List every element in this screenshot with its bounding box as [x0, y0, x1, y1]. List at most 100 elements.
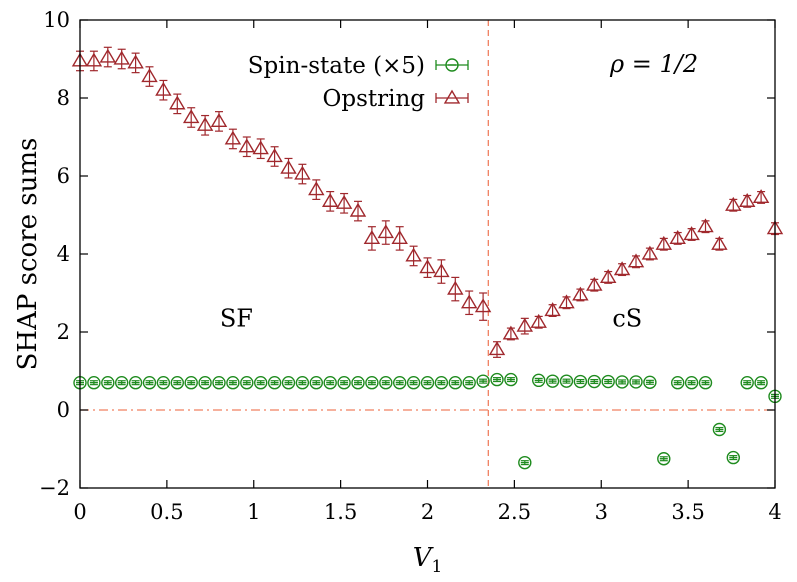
data-point: [87, 376, 101, 390]
data-point: [335, 194, 353, 209]
data-point: [321, 192, 339, 207]
data-point: [142, 376, 157, 390]
data-point: [391, 230, 408, 245]
legend: Spin-state (×5) Opstring: [248, 53, 469, 112]
data-point: [252, 140, 269, 155]
data-point: [280, 159, 297, 174]
region-label-sf: SF: [220, 304, 253, 332]
data-point: [267, 376, 282, 390]
series-spin-state: [73, 372, 782, 470]
data-point: [240, 376, 254, 390]
data-point: [254, 376, 268, 390]
data-point: [295, 376, 310, 390]
data-point: [643, 375, 657, 390]
data-point: [738, 192, 756, 207]
data-point: [309, 376, 323, 390]
data-point: [127, 54, 144, 69]
data-point: [613, 261, 631, 276]
data-point: [210, 113, 228, 128]
data-point: [657, 452, 671, 466]
data-point: [420, 376, 435, 390]
data-point: [460, 294, 478, 309]
y-tick-label: 0: [57, 398, 70, 422]
data-point: [615, 375, 629, 389]
data-point: [558, 294, 575, 309]
legend-label-spin-state: Spin-state (×5): [248, 53, 425, 79]
series-layer: [71, 46, 784, 470]
y-tick-label: 8: [57, 86, 70, 110]
data-point: [155, 81, 172, 96]
data-point: [224, 130, 242, 145]
data-point: [586, 276, 603, 291]
legend-label-opstring: Opstring: [322, 86, 425, 112]
y-tick-label: 4: [57, 242, 70, 266]
data-point: [516, 317, 534, 332]
data-point: [711, 235, 728, 250]
data-point: [141, 68, 158, 83]
data-point: [544, 302, 561, 317]
x-tick-label: 0.5: [150, 500, 183, 524]
data-point: [684, 376, 699, 390]
data-point: [114, 376, 129, 390]
data-point: [504, 372, 518, 387]
data-point: [641, 245, 659, 260]
data-point: [447, 280, 464, 295]
y-tick-label: 6: [57, 164, 70, 188]
data-point: [393, 376, 407, 390]
data-point: [559, 374, 574, 388]
data-point: [671, 376, 685, 390]
data-point: [377, 224, 395, 239]
legend-marker-opstring: [443, 89, 461, 104]
data-point: [490, 372, 504, 387]
data-point: [184, 376, 198, 390]
data-point: [740, 376, 754, 390]
data-point: [754, 376, 768, 390]
data-point: [308, 181, 325, 196]
data-point: [752, 189, 770, 204]
data-point: [196, 116, 214, 131]
data-point: [448, 376, 462, 390]
rho-annotation: ρ = 1/2: [609, 50, 698, 78]
plot-frame: [79, 19, 776, 489]
data-point: [363, 230, 381, 245]
y-tick-label: 10: [43, 8, 70, 32]
data-point: [337, 376, 351, 390]
data-point: [156, 376, 171, 390]
data-point: [99, 48, 117, 63]
data-point: [474, 298, 492, 313]
data-point: [170, 376, 185, 390]
data-point: [502, 325, 520, 340]
data-point: [379, 376, 393, 390]
data-point: [698, 376, 713, 390]
data-point: [599, 269, 617, 283]
y-tick-label: 2: [57, 320, 70, 344]
series-opstring: [71, 46, 784, 358]
region-label-cs: cS: [612, 304, 642, 332]
data-point: [198, 376, 212, 390]
data-point: [419, 259, 436, 274]
x-tick-label: 1.5: [324, 500, 357, 524]
data-point: [655, 235, 673, 250]
x-tick-label: 0: [73, 500, 86, 524]
y-tick-label: −2: [39, 476, 70, 500]
data-point: [712, 422, 727, 437]
data-point: [226, 376, 240, 390]
data-point: [405, 247, 422, 262]
data-point: [545, 374, 560, 388]
x-tick-label: 2.5: [498, 500, 531, 524]
data-point: [294, 165, 311, 180]
data-point: [212, 376, 226, 390]
data-point: [85, 52, 103, 67]
data-point: [683, 226, 700, 241]
data-point: [349, 202, 367, 217]
data-point: [351, 376, 365, 390]
x-tick-label: 4: [768, 500, 781, 524]
data-point: [323, 376, 337, 390]
data-point: [238, 138, 256, 153]
data-point: [629, 375, 643, 389]
data-point: [518, 455, 532, 470]
reference-lines: [80, 20, 775, 488]
data-point: [406, 376, 421, 390]
data-point: [101, 376, 115, 390]
